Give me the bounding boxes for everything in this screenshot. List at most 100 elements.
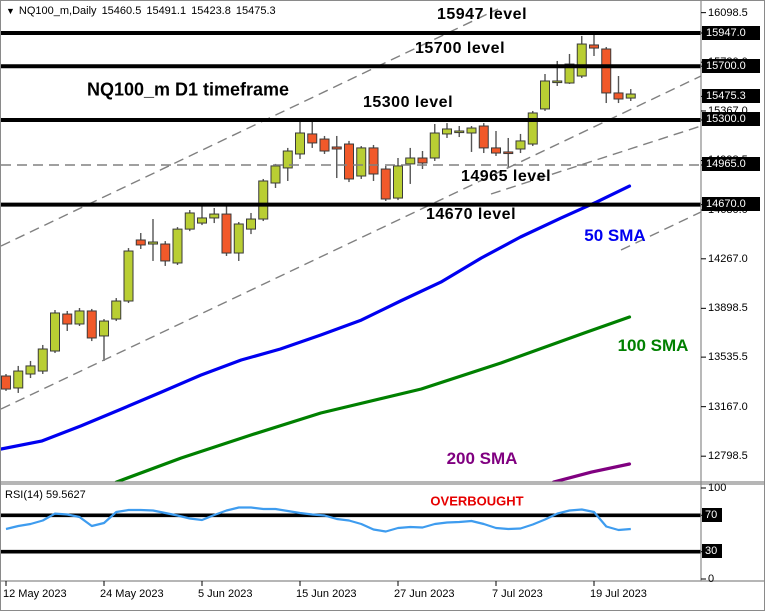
candle xyxy=(478,123,489,154)
price-tick-label: 14267.0 xyxy=(708,252,748,265)
candle xyxy=(295,121,305,159)
candle xyxy=(184,210,195,232)
candle xyxy=(135,233,146,249)
level-label-15947: 15947 level xyxy=(436,6,528,23)
symbol-label: NQ100_m,Daily xyxy=(18,5,97,17)
ohlc-open: 15460.5 xyxy=(101,5,142,17)
candle xyxy=(368,144,379,181)
candle xyxy=(258,178,269,222)
ohlc-close: 15475.3 xyxy=(235,5,276,17)
date-label: 24 May 2023 xyxy=(100,588,164,600)
price-chart-layer xyxy=(1,8,701,482)
candle xyxy=(148,219,158,261)
date-label: 19 Jul 2023 xyxy=(590,588,647,600)
candle xyxy=(233,221,244,261)
sma50-label: 50 SMA xyxy=(584,226,646,245)
price-level-badge: 15947.0 xyxy=(702,25,760,40)
timeframe-annotation: NQ100_m D1 timeframe xyxy=(86,79,290,100)
candle xyxy=(405,147,416,184)
rsi-tick-label: 100 xyxy=(708,482,727,494)
price-tick-label: 16098.5 xyxy=(708,6,748,19)
candle xyxy=(86,308,97,342)
chart-title-bar: ▼ NQ100_m,Daily 15460.5 15491.1 15423.8 15475… xyxy=(6,5,281,17)
candle xyxy=(625,89,636,102)
level-label-14670: 14670 level xyxy=(425,206,517,223)
candle xyxy=(564,53,575,84)
ohlc-low: 15423.8 xyxy=(191,5,231,17)
date-label: 7 Jul 2023 xyxy=(492,588,543,600)
price-tick-label: 12798.5 xyxy=(708,450,748,463)
level-label-15700: 15700 level xyxy=(414,40,506,57)
price-tick-label: 13898.5 xyxy=(708,302,748,315)
price-level-badge: 14965.0 xyxy=(702,157,760,172)
candle xyxy=(454,126,465,138)
candle xyxy=(515,133,526,154)
date-label: 15 Jun 2023 xyxy=(296,588,357,600)
candle xyxy=(123,248,134,304)
panel-borders xyxy=(1,1,764,586)
overbought-label: OVERBOUGHT xyxy=(430,493,524,509)
candle xyxy=(111,298,122,322)
rsi-panel-layer xyxy=(1,506,701,554)
rsi-level-badge: 70 xyxy=(702,507,722,522)
trend-channel-line xyxy=(1,8,499,247)
candle xyxy=(601,46,612,104)
trend-channel-line xyxy=(1,75,701,410)
200-sma-line xyxy=(552,462,632,482)
candle xyxy=(503,137,514,168)
candle xyxy=(172,227,183,265)
candle xyxy=(589,30,599,56)
50-sma-line xyxy=(1,184,632,451)
candle xyxy=(491,130,501,156)
level-label-15300: 15300 level xyxy=(362,94,454,111)
candle xyxy=(417,151,428,170)
date-label: 12 May 2023 xyxy=(3,588,67,600)
trend-channel-line xyxy=(620,211,701,251)
candle xyxy=(221,203,232,256)
candle xyxy=(50,310,60,354)
candle xyxy=(13,365,24,393)
rsi-tick-label: 0 xyxy=(708,573,715,585)
rsi-level-badge: 30 xyxy=(702,544,722,559)
price-tick-label: 13167.0 xyxy=(708,400,748,413)
candle xyxy=(160,241,171,266)
price-level-badge: 15300.0 xyxy=(702,112,760,127)
candle xyxy=(25,360,36,379)
trend-channel-line xyxy=(490,125,701,195)
candle xyxy=(62,310,73,331)
price-level-badge: 15475.3 xyxy=(702,88,760,103)
candle xyxy=(540,73,550,111)
panel-splitter[interactable] xyxy=(1,481,764,485)
candle xyxy=(246,212,256,235)
candle xyxy=(442,123,452,138)
candle xyxy=(356,146,367,179)
candle xyxy=(282,147,293,181)
100-sma-line xyxy=(114,315,632,482)
level-label-14965: 14965 level xyxy=(460,168,552,185)
candle xyxy=(270,163,281,188)
ohlc-high: 15491.1 xyxy=(146,5,187,17)
candle xyxy=(307,119,318,148)
date-label: 27 Jun 2023 xyxy=(394,588,455,600)
candle xyxy=(344,140,354,183)
candle xyxy=(380,165,391,202)
candle xyxy=(74,308,85,327)
price-tick-label: 13535.5 xyxy=(708,351,748,364)
candle xyxy=(319,135,330,154)
price-level-badge: 14670.0 xyxy=(702,197,760,212)
candle xyxy=(209,208,220,224)
sma200-label: 200 SMA xyxy=(446,449,518,468)
rsi-line xyxy=(5,506,631,533)
collapse-icon[interactable]: ▼ xyxy=(6,6,15,16)
candle xyxy=(37,344,48,374)
rsi-indicator-label: RSI(14) 59.5627 xyxy=(5,489,86,501)
candle xyxy=(393,158,403,201)
candle xyxy=(331,135,342,179)
candle xyxy=(1,373,11,391)
price-level-badge: 15700.0 xyxy=(702,58,760,73)
candle xyxy=(576,35,587,79)
candle xyxy=(99,319,109,361)
sma100-label: 100 SMA xyxy=(617,336,689,355)
